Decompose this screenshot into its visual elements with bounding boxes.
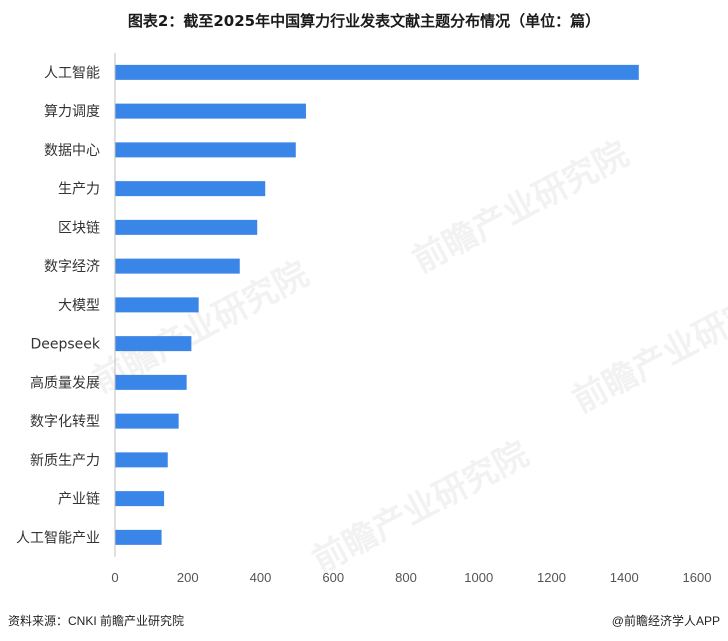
- source-note: 资料来源：CNKI 前瞻产业研究院: [8, 614, 185, 628]
- x-tick-label: 600: [322, 570, 344, 585]
- category-label: 新质生产力: [30, 453, 100, 469]
- bar: [115, 219, 258, 235]
- bar: [115, 529, 162, 545]
- x-tick-label: 1200: [537, 570, 566, 585]
- chart-title: 图表2：截至2025年中国算力行业发表文献主题分布情况（单位：篇）: [127, 12, 601, 30]
- x-tick-label: 1000: [464, 570, 493, 585]
- bar: [115, 142, 296, 158]
- bar: [115, 452, 168, 468]
- category-label: 大模型: [58, 298, 100, 314]
- bar: [115, 413, 179, 429]
- bar: [115, 103, 306, 119]
- x-tick-label: 0: [111, 570, 118, 585]
- category-label: 高质量发展: [30, 374, 100, 391]
- category-label: Deepseek: [30, 337, 100, 353]
- x-tick-label: 400: [250, 570, 272, 585]
- category-label: 数字经济: [44, 259, 100, 275]
- category-label: 数字化转型: [30, 414, 100, 430]
- credit-note: @前瞻经济学人APP: [611, 614, 720, 628]
- x-tick-label: 800: [395, 570, 417, 585]
- x-tick-label: 200: [177, 570, 199, 585]
- bar: [115, 491, 165, 507]
- bar: [115, 181, 266, 197]
- x-tick-label: 1400: [610, 570, 639, 585]
- x-tick-label: 1600: [683, 570, 712, 585]
- category-label: 生产力: [58, 182, 100, 198]
- bar: [115, 258, 240, 274]
- category-label: 区块链: [58, 220, 100, 236]
- bar: [115, 336, 192, 352]
- category-label: 产业链: [58, 492, 100, 508]
- category-label: 人工智能产业: [16, 530, 100, 546]
- category-label: 人工智能: [44, 65, 100, 81]
- bar: [115, 64, 639, 80]
- category-label: 数据中心: [44, 143, 100, 159]
- category-label: 算力调度: [44, 104, 100, 120]
- bar: [115, 374, 187, 390]
- bar: [115, 297, 199, 313]
